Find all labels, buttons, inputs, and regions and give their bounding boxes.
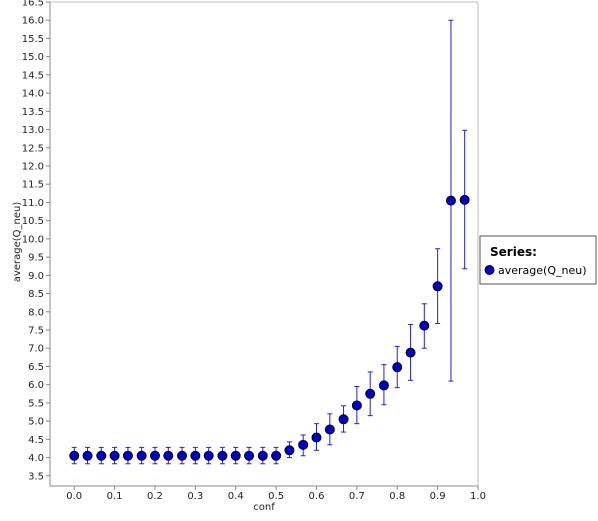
data-point	[271, 450, 282, 461]
y-tick-label: 5.0	[28, 417, 44, 428]
x-tick-label: 0.7	[349, 491, 365, 502]
plot-area	[50, 1, 479, 486]
data-point	[284, 445, 295, 456]
x-tick-label: 0.5	[268, 491, 284, 502]
y-tick-label: 12.5	[22, 143, 44, 154]
data-point	[203, 450, 214, 461]
y-tick-label: 6.5	[28, 362, 44, 373]
data-point	[69, 450, 80, 461]
data-point	[136, 450, 147, 461]
y-tick-label: 13.0	[22, 125, 44, 136]
data-point	[365, 388, 376, 399]
y-tick-label: 13.5	[22, 107, 44, 118]
data-point	[311, 432, 322, 443]
data-point	[122, 450, 133, 461]
y-tick-label: 11.5	[22, 180, 44, 191]
x-tick-label: 0.6	[309, 491, 325, 502]
data-point	[419, 320, 430, 331]
x-tick-label: 0.1	[107, 491, 123, 502]
y-tick-label: 15.0	[22, 52, 44, 63]
y-tick-label: 14.5	[22, 70, 44, 81]
y-tick-label: 9.5	[28, 253, 44, 264]
data-point	[432, 281, 443, 292]
data-point	[378, 380, 389, 391]
data-points	[69, 194, 470, 461]
x-tick-label: 0.2	[147, 491, 163, 502]
y-axis-title: average(Q_neu)	[12, 202, 23, 283]
y-tick-label: 10.0	[22, 234, 44, 245]
data-point	[230, 450, 241, 461]
data-point	[82, 450, 93, 461]
x-axis-title: conf	[253, 502, 275, 513]
data-point	[338, 414, 349, 425]
y-tick-label: 7.5	[28, 326, 44, 337]
y-tick-label: 15.5	[22, 34, 44, 45]
y-tick-label: 3.5	[28, 471, 44, 482]
data-point	[177, 450, 188, 461]
data-point	[244, 450, 255, 461]
data-point	[149, 450, 160, 461]
legend: Series: average(Q_neu)	[479, 235, 597, 285]
y-tick-label: 12.0	[22, 162, 44, 173]
y-tick-label: 16.5	[22, 0, 44, 9]
y-tick-label: 11.0	[22, 198, 44, 209]
x-tick-label: 0.3	[187, 491, 203, 502]
y-tick-label: 4.5	[28, 435, 44, 446]
y-tick-label: 7.0	[28, 344, 44, 355]
data-point	[257, 450, 268, 461]
data-point	[459, 194, 470, 205]
x-tick-label: 0.4	[228, 491, 244, 502]
data-point	[109, 450, 120, 461]
data-point	[392, 362, 403, 373]
data-point	[324, 424, 335, 435]
y-tick-label: 6.0	[28, 380, 44, 391]
data-point	[298, 439, 309, 450]
x-tick-label: 0.0	[66, 491, 82, 502]
data-point	[445, 195, 456, 206]
x-tick-label: 0.8	[389, 491, 405, 502]
y-tick-label: 5.5	[28, 398, 44, 409]
y-tick-label: 8.0	[28, 307, 44, 318]
y-axis: 3.5 4.0 4.5 5.0 5.5 6.0 6.5 7.0 7.5 8.0 8.5 9.0 9.5 1…	[22, 0, 51, 486]
y-tick-label: 14.0	[22, 89, 44, 100]
legend-item-label: average(Q_neu)	[498, 264, 586, 277]
x-tick-label: 1.0	[470, 491, 486, 502]
data-point	[190, 450, 201, 461]
data-point	[405, 347, 416, 358]
data-point	[217, 450, 228, 461]
y-tick-label: 9.0	[28, 271, 44, 282]
data-point	[96, 450, 107, 461]
legend-box	[479, 235, 597, 285]
x-axis: 0.0 0.1 0.2 0.3 0.4 0.5 0.6 0.7 0.8 0.9 1.0	[50, 485, 486, 502]
y-tick-label: 10.5	[22, 216, 44, 227]
y-tick-label: 8.5	[28, 289, 44, 300]
legend-marker-icon	[484, 265, 495, 275]
data-point	[163, 450, 174, 461]
legend-title: Series:	[490, 245, 537, 259]
x-tick-label: 0.9	[430, 491, 446, 502]
y-tick-label: 4.0	[28, 453, 44, 464]
data-point	[351, 400, 362, 411]
y-tick-label: 16.0	[22, 16, 44, 27]
